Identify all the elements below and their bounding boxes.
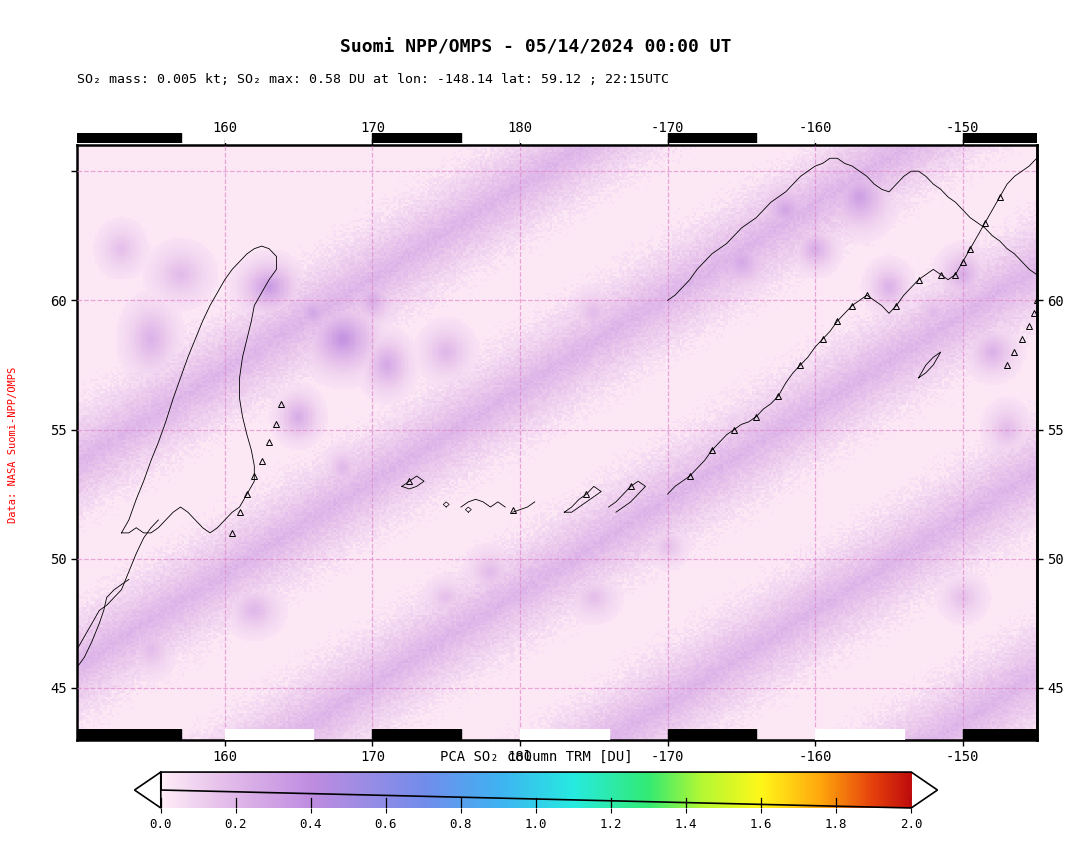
Bar	[963, 133, 1037, 143]
Bar	[668, 729, 756, 740]
Bar	[815, 133, 904, 143]
Bar	[520, 729, 609, 740]
Bar	[963, 729, 1037, 740]
Text: Suomi NPP/OMPS - 05/14/2024 00:00 UT: Suomi NPP/OMPS - 05/14/2024 00:00 UT	[340, 38, 732, 56]
Bar	[225, 729, 313, 740]
Bar	[668, 133, 756, 143]
Text: PCA SO₂ column TRM [DU]: PCA SO₂ column TRM [DU]	[440, 750, 632, 764]
Bar	[77, 133, 180, 143]
Bar	[815, 729, 904, 740]
Bar	[77, 729, 180, 740]
Bar	[372, 133, 461, 143]
Bar	[225, 133, 313, 143]
Text: Data: NASA Suomi-NPP/OMPS: Data: NASA Suomi-NPP/OMPS	[8, 367, 18, 522]
Text: SO₂ mass: 0.005 kt; SO₂ max: 0.58 DU at lon: -148.14 lat: 59.12 ; 22:15UTC: SO₂ mass: 0.005 kt; SO₂ max: 0.58 DU at …	[77, 73, 669, 86]
Bar	[372, 729, 461, 740]
Bar	[520, 133, 609, 143]
